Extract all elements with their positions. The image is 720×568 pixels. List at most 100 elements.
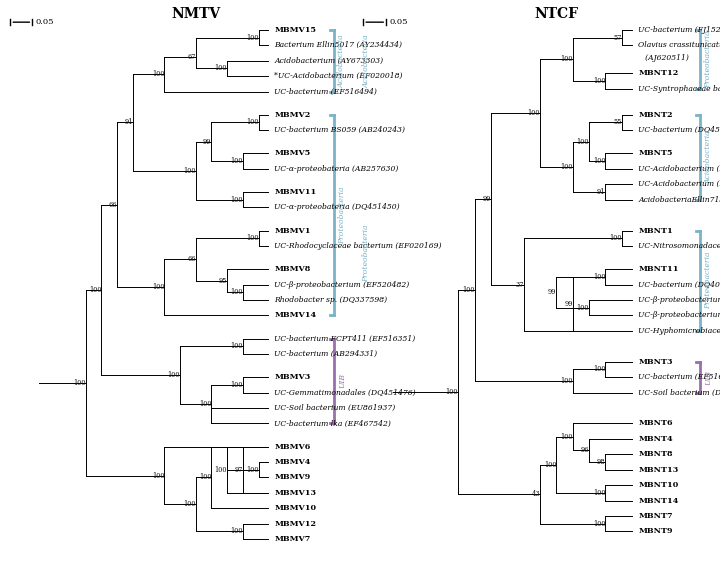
Text: 100: 100: [577, 138, 589, 146]
Text: UIB: UIB: [338, 374, 346, 389]
Text: 100: 100: [246, 34, 258, 41]
Text: 97: 97: [235, 466, 243, 474]
Text: 100: 100: [215, 64, 227, 73]
Text: 95: 95: [219, 277, 227, 285]
Text: MBMV11: MBMV11: [274, 188, 317, 196]
Text: MBMV4: MBMV4: [274, 458, 310, 466]
Text: UC-Soil bacterium (DQ378250): UC-Soil bacterium (DQ378250): [638, 389, 720, 396]
Text: MBMV15: MBMV15: [274, 26, 316, 34]
Text: 55: 55: [613, 119, 622, 127]
Text: MBMV5: MBMV5: [274, 149, 310, 157]
Text: 100: 100: [215, 466, 227, 474]
Text: Acidobacteria: Acidobacteria: [705, 131, 713, 184]
Text: UC-Acidobacterium (DQ468912): UC-Acidobacterium (DQ468912): [638, 180, 720, 188]
Text: 96: 96: [580, 446, 589, 454]
Text: 100: 100: [560, 433, 572, 441]
Text: AcidobacteriaEllin7137 (AY673303): AcidobacteriaEllin7137 (AY673303): [638, 195, 720, 204]
Text: 100: 100: [73, 379, 86, 387]
Text: MBMV2: MBMV2: [274, 111, 310, 119]
Text: 91: 91: [125, 119, 133, 127]
Text: UC-α-proteobateria (AB257630): UC-α-proteobateria (AB257630): [274, 165, 399, 173]
Text: Acidobacteria: Acidobacteria: [363, 34, 371, 87]
Text: MBMV7: MBMV7: [274, 535, 310, 543]
Text: Acidobacteria: Acidobacteria: [338, 34, 346, 87]
Text: 100: 100: [230, 195, 243, 204]
Text: 100: 100: [246, 466, 258, 474]
Text: MBMV9: MBMV9: [274, 474, 310, 482]
Text: UC-Gemmatimonadales (DQ451476): UC-Gemmatimonadales (DQ451476): [274, 389, 416, 396]
Text: UC-bacterium (AB294331): UC-bacterium (AB294331): [274, 350, 377, 358]
Text: NTCF: NTCF: [534, 7, 578, 22]
Text: MBNT5: MBNT5: [638, 149, 672, 157]
Text: UC-Nitrosomonadaceae (EF018502): UC-Nitrosomonadaceae (EF018502): [638, 242, 720, 250]
Text: Acidobacterium (AY673303): Acidobacterium (AY673303): [274, 57, 383, 65]
Text: 100: 100: [593, 157, 606, 165]
Text: UC-bacterium lka (EF467542): UC-bacterium lka (EF467542): [274, 419, 391, 428]
Text: UC-β-proteobacterium (AB252911): UC-β-proteobacterium (AB252911): [638, 311, 720, 319]
Text: UC-Hyphomicrobiaceae (EF019150): UC-Hyphomicrobiaceae (EF019150): [638, 327, 720, 335]
Text: 100: 100: [593, 520, 606, 528]
Text: 99: 99: [548, 288, 557, 296]
Text: 100: 100: [462, 286, 474, 294]
Text: 99: 99: [564, 300, 572, 308]
Text: UC-bacterium FCPT411 (EF516351): UC-bacterium FCPT411 (EF516351): [274, 335, 415, 343]
Text: 100: 100: [183, 500, 196, 508]
Text: 100: 100: [593, 77, 606, 85]
Text: MBMV14: MBMV14: [274, 311, 316, 319]
Text: 100: 100: [183, 166, 196, 175]
Text: MBMV13: MBMV13: [274, 489, 316, 497]
Text: 67: 67: [187, 53, 196, 61]
Text: 0.05: 0.05: [35, 18, 54, 26]
Text: 43: 43: [531, 490, 540, 498]
Text: UC-Syntrophaceae bacterium (EU266843): UC-Syntrophaceae bacterium (EU266843): [638, 85, 720, 93]
Text: MBMV8: MBMV8: [274, 265, 310, 273]
Text: 0.05: 0.05: [390, 18, 408, 26]
Text: MBMV1: MBMV1: [274, 227, 311, 235]
Text: MBNT8: MBNT8: [638, 450, 672, 458]
Text: 99: 99: [203, 138, 212, 146]
Text: 100: 100: [246, 119, 258, 127]
Text: 100: 100: [152, 70, 164, 78]
Text: 100: 100: [560, 55, 572, 63]
Text: 100: 100: [230, 381, 243, 389]
Text: 66: 66: [109, 201, 117, 209]
Text: Proteobacteria: Proteobacteria: [338, 186, 346, 244]
Text: UC-β-proteobacterium (EF520482): UC-β-proteobacterium (EF520482): [638, 296, 720, 304]
Text: 100: 100: [230, 157, 243, 165]
Text: MBNT14: MBNT14: [638, 496, 678, 504]
Text: Proteobacteria: Proteobacteria: [705, 252, 713, 310]
Text: *UC-Acidobacterium (EF020018): *UC-Acidobacterium (EF020018): [274, 72, 402, 80]
Text: 37: 37: [516, 281, 523, 289]
Text: 100: 100: [246, 234, 258, 242]
Text: (AJ620511): (AJ620511): [638, 53, 689, 62]
Text: UC-bacterium BS059 (AB240243): UC-bacterium BS059 (AB240243): [274, 126, 405, 134]
Text: MBMV3: MBMV3: [274, 373, 310, 381]
Text: UC-Rhodocyclaceae bacterium (EF020169): UC-Rhodocyclaceae bacterium (EF020169): [274, 242, 442, 250]
Text: Olavius crassitunicatus bacterium: Olavius crassitunicatus bacterium: [638, 41, 720, 49]
Text: 100: 100: [168, 371, 180, 379]
Text: MBNT9: MBNT9: [638, 528, 672, 536]
Text: NMTV: NMTV: [171, 7, 220, 22]
Text: Proteobacteria: Proteobacteria: [363, 225, 371, 282]
Text: MBNT13: MBNT13: [638, 466, 678, 474]
Text: MBNT10: MBNT10: [638, 481, 678, 489]
Text: MBNT11: MBNT11: [638, 265, 679, 273]
Text: 100: 100: [199, 400, 212, 408]
Text: 100: 100: [152, 471, 164, 479]
Text: MBNT12: MBNT12: [638, 69, 678, 77]
Text: 66: 66: [187, 256, 196, 264]
Text: 100: 100: [560, 163, 572, 171]
Text: 91: 91: [597, 188, 606, 196]
Text: 99: 99: [482, 195, 491, 203]
Text: 100: 100: [446, 388, 458, 396]
Text: UC-bacterium (DQ404705): UC-bacterium (DQ404705): [638, 281, 720, 289]
Text: 100: 100: [544, 461, 557, 469]
Text: 100: 100: [199, 474, 212, 482]
Text: MBNT2: MBNT2: [638, 111, 672, 119]
Text: 100: 100: [528, 109, 540, 117]
Text: UIB: UIB: [705, 370, 713, 385]
Text: 100: 100: [560, 377, 572, 385]
Text: MBNT7: MBNT7: [638, 512, 672, 520]
Text: MBNT3: MBNT3: [638, 358, 672, 366]
Text: 100: 100: [152, 283, 164, 291]
